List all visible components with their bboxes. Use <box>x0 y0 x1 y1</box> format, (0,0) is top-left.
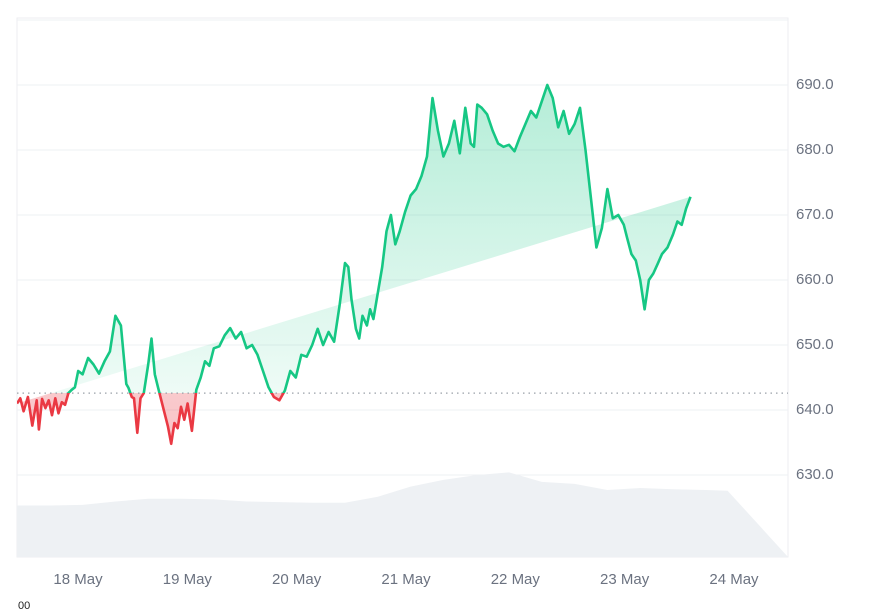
y-tick-label: 650.0 <box>796 336 834 353</box>
price-area-up <box>51 85 691 393</box>
y-tick-label: 690.0 <box>796 76 834 93</box>
x-tick-label: 24 May <box>709 571 759 588</box>
y-tick-label: 680.0 <box>796 141 834 158</box>
y-tick-label: 640.0 <box>796 401 834 418</box>
x-tick-label: 21 May <box>381 571 431 588</box>
price-area-down <box>17 393 284 444</box>
volume-area <box>17 472 788 557</box>
y-tick-label: 660.0 <box>796 271 834 288</box>
price-line-up <box>67 83 692 393</box>
x-tick-label: 18 May <box>53 571 103 588</box>
x-tick-label: 23 May <box>600 571 650 588</box>
grid-lines <box>17 19 788 476</box>
x-tick-label: 20 May <box>272 571 322 588</box>
y-tick-label: 630.0 <box>796 466 834 483</box>
plot-frame <box>16 17 789 558</box>
corner-label: 00 <box>18 600 31 612</box>
x-tick-label: 19 May <box>162 571 212 588</box>
y-tick-label: 670.0 <box>796 206 834 223</box>
x-tick-label: 22 May <box>490 571 540 588</box>
